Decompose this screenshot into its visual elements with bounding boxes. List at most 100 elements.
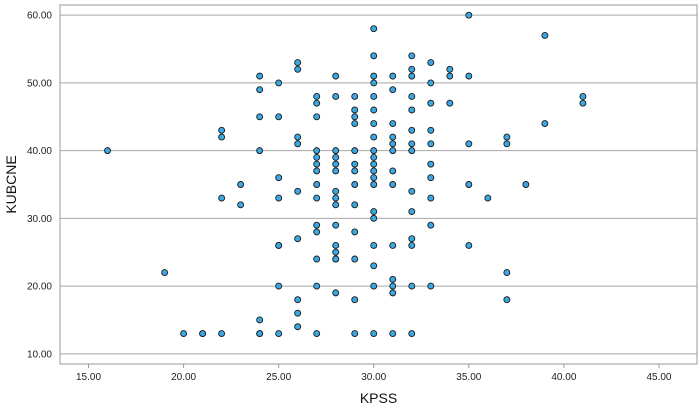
data-point (503, 269, 511, 277)
x-tick-label: 45.00 (646, 372, 671, 383)
data-point (351, 181, 359, 188)
data-point (256, 86, 264, 94)
data-point (351, 120, 359, 127)
data-point (218, 126, 226, 134)
data-point (465, 72, 473, 80)
data-point (256, 113, 264, 121)
x-tick-label: 25.00 (266, 372, 291, 383)
data-point (427, 59, 435, 67)
y-axis-ticks: 10.00 20.00 30.00 40.00 50.00 60.00 (27, 11, 52, 361)
data-point (408, 72, 416, 80)
x-axis-ticks: 15.00 20.00 25.00 30.00 35.00 40.00 45.00 (76, 364, 672, 383)
data-point (389, 147, 397, 155)
x-axis-label: KPSS (360, 390, 397, 406)
data-point (427, 99, 435, 107)
data-point (389, 120, 397, 127)
data-point (313, 99, 321, 107)
data-point (332, 72, 340, 80)
data-point (370, 92, 378, 100)
data-point (427, 221, 435, 229)
y-axis-label: KUBCNE (3, 155, 19, 213)
data-point (465, 242, 473, 249)
data-point (427, 79, 435, 87)
x-tick-label: 15.00 (76, 372, 101, 383)
data-point (389, 282, 397, 290)
data-point (408, 208, 416, 216)
data-point (446, 72, 454, 80)
data-point (313, 113, 321, 121)
data-point (294, 323, 302, 331)
data-point (408, 187, 416, 195)
data-point (427, 140, 435, 148)
data-point (332, 221, 340, 229)
data-point (351, 113, 359, 121)
data-point (313, 194, 321, 202)
data-point (370, 181, 378, 188)
data-point (389, 275, 397, 283)
data-point (427, 282, 435, 290)
data-point (351, 147, 359, 155)
data-point (256, 316, 264, 324)
data-point (313, 147, 321, 155)
data-point (408, 235, 416, 243)
data-point (332, 147, 340, 155)
data-point (313, 92, 321, 100)
data-point (522, 181, 530, 188)
y-tick-label: 10.00 (27, 349, 52, 360)
data-point (541, 32, 549, 39)
data-point (370, 153, 378, 161)
data-point (370, 330, 378, 337)
data-point (199, 330, 207, 337)
data-point (427, 126, 435, 134)
data-point (370, 52, 378, 60)
data-point (389, 72, 397, 80)
data-point (294, 296, 302, 304)
y-tick-label: 50.00 (27, 78, 52, 89)
data-point (408, 147, 416, 155)
y-tick-label: 20.00 (27, 282, 52, 293)
data-point (351, 330, 359, 337)
data-point (332, 201, 340, 209)
data-point (370, 208, 378, 216)
data-point (370, 282, 378, 290)
data-point (180, 330, 188, 337)
data-point (370, 160, 378, 168)
data-point (408, 106, 416, 114)
x-tick-label: 40.00 (551, 372, 576, 383)
data-point (579, 99, 587, 107)
data-point (389, 181, 397, 188)
data-point (332, 167, 340, 175)
data-point (446, 99, 454, 107)
data-point (579, 92, 587, 100)
data-point (351, 92, 359, 100)
data-point (370, 120, 378, 127)
data-point (256, 147, 264, 155)
y-tick-label: 30.00 (27, 214, 52, 225)
data-point (104, 147, 111, 155)
data-point (503, 133, 511, 141)
data-point (313, 160, 321, 168)
gridlines (60, 14, 697, 355)
data-point (275, 113, 283, 121)
data-point (294, 140, 302, 148)
data-point (370, 147, 378, 155)
data-point (389, 242, 397, 249)
data-point (503, 140, 511, 148)
data-point (294, 59, 302, 67)
data-point (218, 330, 226, 337)
data-point (408, 140, 416, 148)
data-point (218, 133, 226, 141)
data-point (408, 330, 416, 337)
data-point (332, 153, 340, 161)
data-point (161, 269, 169, 277)
data-point (427, 174, 435, 182)
data-point (313, 282, 321, 290)
data-point (313, 255, 321, 263)
data-point (275, 282, 283, 290)
data-point (427, 160, 435, 168)
data-point (332, 187, 340, 195)
data-point (332, 248, 340, 256)
data-point (275, 330, 283, 337)
data-point (256, 72, 264, 80)
